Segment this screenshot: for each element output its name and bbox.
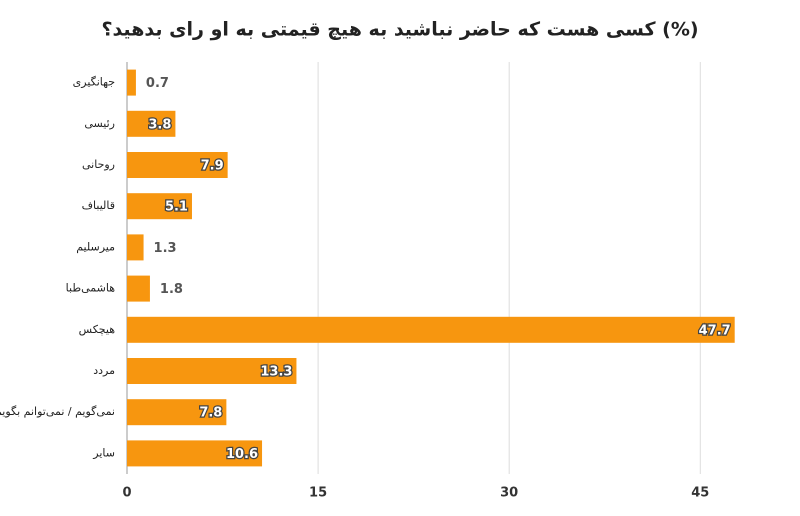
bar (127, 110, 176, 137)
value-label: 5.1 (165, 200, 188, 215)
value-label: 0.7 (146, 76, 169, 91)
x-tick-label: 15 (309, 486, 327, 501)
y-tick-label: سایر (92, 446, 115, 459)
bar (127, 152, 228, 178)
value-label: 3.8 (148, 117, 171, 132)
bar (127, 275, 150, 302)
bar (127, 316, 735, 343)
y-tick-label: جهانگیری (73, 76, 115, 89)
value-label: 7.8 (199, 406, 222, 421)
bar (127, 440, 263, 467)
x-tick-label: 30 (500, 486, 518, 501)
bar (127, 234, 144, 261)
value-label: 7.9 (201, 159, 224, 174)
y-tick-label: مردد (93, 364, 115, 377)
chart-title: (%) کسی هست که حاضر نباشید به هیچ قیمتی … (101, 19, 698, 41)
x-tick-label: 45 (691, 486, 709, 501)
bar (127, 399, 227, 426)
y-tick-label: هیچکس (79, 323, 116, 336)
y-tick-label: نمی‌گویم / نمی‌توانم بگویم (0, 405, 115, 418)
y-tick-label: هاشمی‌طبا (66, 282, 116, 295)
value-label: 13.3 (260, 365, 292, 380)
value-label: 47.7 (699, 323, 731, 338)
value-label: 1.3 (154, 241, 177, 256)
x-tick-label: 0 (122, 486, 131, 501)
bar (127, 193, 192, 220)
y-tick-label: رئیسی (84, 117, 115, 130)
bar (127, 358, 297, 384)
bar (127, 69, 136, 96)
value-label: 1.8 (160, 282, 183, 297)
value-label: 10.6 (226, 447, 258, 462)
y-tick-label: روحانی (82, 158, 115, 171)
y-tick-label: میرسلیم (76, 240, 115, 253)
y-tick-label: قالیباف (82, 199, 115, 212)
